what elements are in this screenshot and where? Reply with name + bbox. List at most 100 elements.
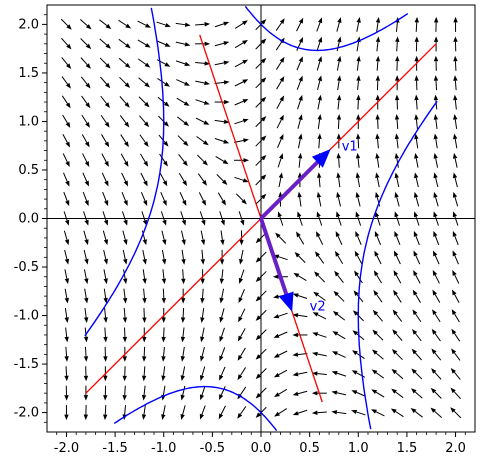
field-arrow-shaft <box>63 230 68 240</box>
field-arrow-head <box>184 81 191 86</box>
field-arrow-shaft <box>234 176 244 181</box>
field-arrow-shaft <box>220 230 223 240</box>
field-arrow-head <box>394 230 399 237</box>
field-arrow-head <box>64 297 69 304</box>
field-arrow-shaft <box>395 411 404 418</box>
eigenvector-arrows: v1 v2 <box>259 140 358 315</box>
field-arrow-head <box>292 313 299 318</box>
field-arrow-shaft <box>143 288 145 299</box>
field-arrow-shaft <box>336 41 340 52</box>
field-arrow-head <box>298 75 303 82</box>
field-arrow <box>413 270 421 284</box>
field-arrow <box>297 191 302 207</box>
field-arrow-head <box>199 413 205 420</box>
field-arrow <box>180 346 186 362</box>
field-arrow-head <box>317 94 322 101</box>
field-arrow <box>275 18 285 31</box>
field-arrow-head <box>84 200 89 207</box>
field-arrow-shaft <box>214 62 225 66</box>
field-arrow-head <box>274 411 280 417</box>
field-arrow-head <box>200 317 205 323</box>
field-arrow <box>351 370 366 378</box>
field-arrow-shaft <box>415 216 420 226</box>
field-arrow-head <box>161 336 166 343</box>
field-arrow <box>157 96 170 107</box>
field-arrow-head <box>64 414 69 421</box>
field-arrow-head <box>65 102 71 109</box>
field-arrow-head <box>375 172 380 179</box>
field-arrow-head <box>161 298 167 304</box>
field-arrow-head <box>452 250 457 257</box>
field-arrow-head <box>315 251 320 257</box>
field-arrow <box>99 19 112 30</box>
field-arrow <box>431 328 441 342</box>
field-arrow-head <box>219 297 224 304</box>
field-arrow-head <box>65 82 71 89</box>
field-arrow <box>64 249 70 265</box>
field-arrow-shaft <box>240 269 245 279</box>
field-arrow-shaft <box>337 235 343 245</box>
field-arrow-shaft <box>276 61 282 70</box>
field-arrow-shaft <box>122 230 126 240</box>
field-arrow <box>452 211 459 226</box>
field-arrow-shaft <box>279 216 284 226</box>
field-arrow <box>255 77 267 89</box>
field-arrow <box>452 250 459 265</box>
field-arrow <box>178 172 188 187</box>
field-arrow-head <box>355 191 360 198</box>
eigenvector-shaft <box>259 217 289 296</box>
field-arrow-shaft <box>101 153 107 163</box>
field-arrow-shaft <box>259 309 267 318</box>
field-arrow <box>103 269 108 285</box>
field-arrow <box>80 57 91 69</box>
field-arrow-head <box>273 353 280 358</box>
field-arrow-shaft <box>139 134 146 143</box>
field-arrow-shaft <box>336 61 340 71</box>
field-arrow-head <box>184 42 191 47</box>
field-arrow <box>216 174 228 185</box>
field-arrow <box>334 250 344 265</box>
field-arrow-head <box>125 43 131 49</box>
field-arrow-head <box>141 394 147 401</box>
field-arrow-head <box>255 334 262 341</box>
field-arrow <box>255 154 267 166</box>
field-arrow-shaft <box>278 388 288 395</box>
field-arrow-shaft <box>338 177 341 188</box>
x-tick-label: 2.0 <box>445 441 466 456</box>
field-arrow <box>119 76 131 88</box>
field-arrow-head <box>255 295 262 302</box>
field-arrow-head <box>433 114 439 120</box>
field-arrow-shaft <box>337 294 345 302</box>
field-arrow-head <box>255 276 262 283</box>
field-arrow-shaft <box>221 269 224 279</box>
field-arrow-head <box>162 239 167 246</box>
field-arrow-head <box>355 211 360 218</box>
field-arrow-shaft <box>81 114 88 124</box>
field-arrow-head <box>433 75 439 81</box>
field-arrow-shaft <box>101 134 107 143</box>
field-arrow-head <box>413 211 419 218</box>
field-arrow-head <box>85 82 91 89</box>
field-arrow <box>336 94 342 110</box>
field-arrow-head <box>103 414 108 421</box>
field-arrow-shaft <box>255 61 263 69</box>
field-arrow-shaft <box>259 329 267 337</box>
field-arrow <box>176 97 190 106</box>
field-arrow-shaft <box>240 328 246 337</box>
field-arrow-head <box>394 75 400 81</box>
field-arrow-shaft <box>234 22 244 29</box>
field-arrow <box>177 135 189 147</box>
field-arrow <box>450 387 461 400</box>
field-arrow-head <box>414 133 419 140</box>
field-arrow-head <box>432 309 437 316</box>
field-arrow <box>336 191 341 207</box>
field-arrow-head <box>164 22 171 28</box>
field-arrow-head <box>332 331 339 336</box>
field-arrow-shaft <box>124 405 127 415</box>
field-arrow-head <box>122 278 128 285</box>
field-arrow-shaft <box>104 405 107 415</box>
field-arrow <box>296 17 304 32</box>
field-arrow <box>296 37 304 51</box>
field-arrow-head <box>414 94 419 101</box>
field-arrow <box>180 308 186 324</box>
